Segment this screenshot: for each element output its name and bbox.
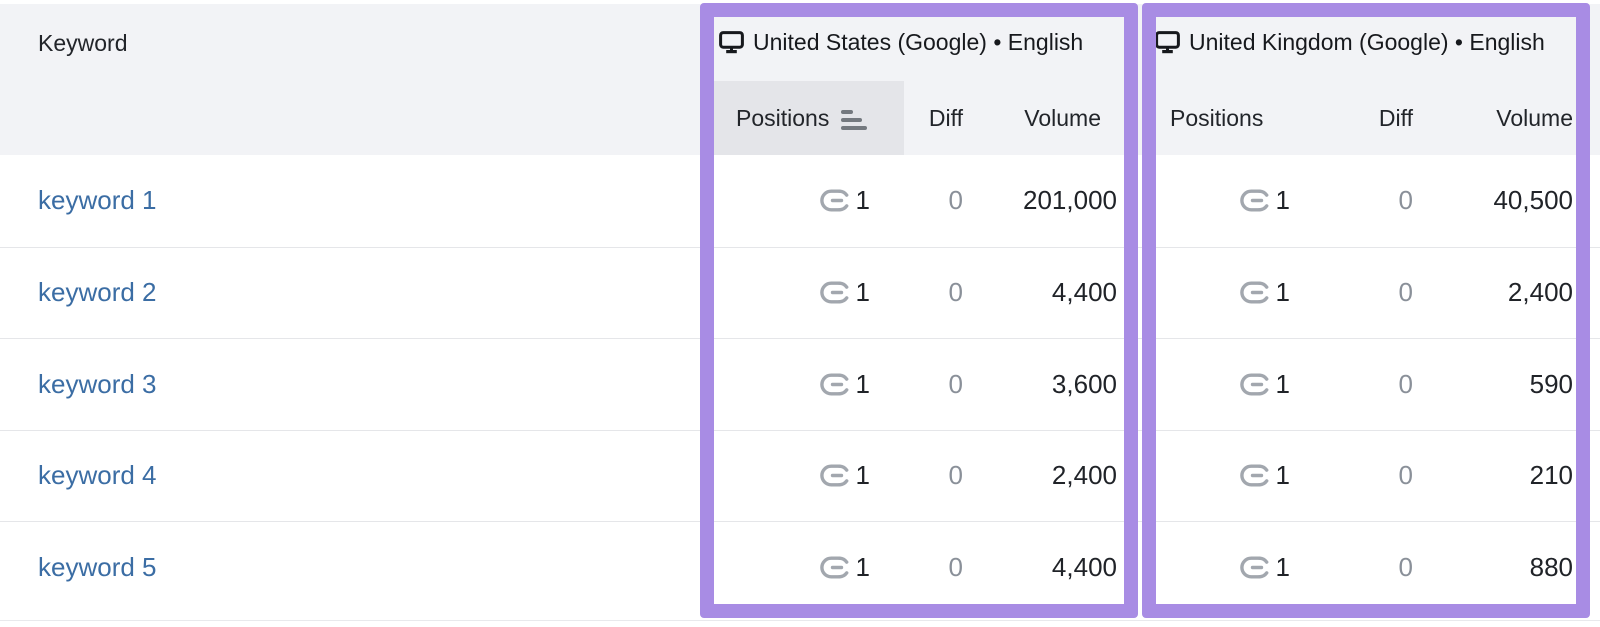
keyword-link[interactable]: keyword 5 xyxy=(38,551,157,582)
uk-positions-header[interactable]: Positions xyxy=(1170,104,1264,131)
uk-group-title: United Kingdom (Google) • English xyxy=(1189,29,1545,55)
us-diff-value: 0 xyxy=(948,277,963,308)
uk-volume-value: 210 xyxy=(1529,460,1573,491)
uk-diff-value: 0 xyxy=(1398,460,1413,491)
uk-diff-value: 0 xyxy=(1398,277,1413,308)
chain-link-icon xyxy=(819,281,851,304)
position-value: 1 xyxy=(855,460,870,491)
us-position-cell[interactable]: 1 xyxy=(819,277,870,308)
position-value: 1 xyxy=(855,368,870,399)
table-body: keyword 1 1 0 201,000 1 0 40,500 keyword… xyxy=(0,155,1600,613)
uk-position-cell[interactable]: 1 xyxy=(1239,460,1290,491)
us-volume-value: 4,400 xyxy=(1051,277,1117,308)
position-value: 1 xyxy=(1275,277,1290,308)
chain-link-icon xyxy=(819,189,851,212)
us-diff-value: 0 xyxy=(948,368,963,399)
uk-position-cell[interactable]: 1 xyxy=(1239,551,1290,583)
us-diff-value: 0 xyxy=(948,460,963,491)
us-position-cell[interactable]: 1 xyxy=(819,185,870,216)
position-value: 1 xyxy=(855,551,870,582)
sort-ascending-icon xyxy=(841,106,868,130)
chain-link-icon xyxy=(1239,373,1271,396)
us-position-cell[interactable]: 1 xyxy=(819,460,870,491)
keyword-column-header: Keyword xyxy=(38,30,128,56)
uk-volume-value: 2,400 xyxy=(1507,277,1573,308)
table-bottom-separator xyxy=(0,620,1600,621)
position-value: 1 xyxy=(1275,460,1290,491)
table-row: keyword 1 1 0 201,000 1 0 40,500 xyxy=(0,155,1600,247)
desktop-monitor-icon xyxy=(1155,31,1180,54)
us-diff-value: 0 xyxy=(948,551,963,582)
us-volume-header[interactable]: Volume xyxy=(1024,104,1101,131)
keyword-link[interactable]: keyword 1 xyxy=(38,185,157,216)
position-value: 1 xyxy=(1275,368,1290,399)
table-row: keyword 2 1 0 4,400 1 0 2,400 xyxy=(0,246,1600,339)
chain-link-icon xyxy=(819,556,851,579)
uk-position-cell[interactable]: 1 xyxy=(1239,277,1290,308)
chain-link-icon xyxy=(819,373,851,396)
us-diff-value: 0 xyxy=(948,185,963,216)
uk-diff-value: 0 xyxy=(1398,368,1413,399)
uk-volume-value: 40,500 xyxy=(1493,185,1573,216)
position-value: 1 xyxy=(1275,551,1290,582)
us-volume-value: 4,400 xyxy=(1051,551,1117,582)
uk-group-header: United Kingdom (Google) • English xyxy=(1155,4,1545,81)
chain-link-icon xyxy=(1239,189,1271,212)
table-row: keyword 3 1 0 3,600 1 0 590 xyxy=(0,338,1600,430)
us-volume-value: 3,600 xyxy=(1051,368,1117,399)
uk-diff-value: 0 xyxy=(1398,185,1413,216)
chain-link-icon xyxy=(1239,281,1271,304)
keyword-link[interactable]: keyword 2 xyxy=(38,277,157,308)
position-value: 1 xyxy=(1275,185,1290,216)
uk-volume-value: 590 xyxy=(1529,368,1573,399)
uk-volume-header[interactable]: Volume xyxy=(1496,104,1573,131)
keyword-link[interactable]: keyword 4 xyxy=(38,460,157,491)
chain-link-icon xyxy=(1239,464,1271,487)
position-value: 1 xyxy=(855,185,870,216)
us-diff-header[interactable]: Diff xyxy=(928,104,963,131)
uk-volume-value: 880 xyxy=(1529,551,1573,582)
us-group-title: United States (Google) • English xyxy=(753,29,1084,55)
us-positions-header[interactable]: Positions xyxy=(712,81,904,155)
uk-diff-header[interactable]: Diff xyxy=(1378,104,1413,131)
us-position-cell[interactable]: 1 xyxy=(819,551,870,583)
uk-position-cell[interactable]: 1 xyxy=(1239,368,1290,400)
table-row: keyword 4 1 0 2,400 1 0 210 xyxy=(0,429,1600,522)
table-header: Keyword United States (Google) • English… xyxy=(0,4,1600,155)
keyword-link[interactable]: keyword 3 xyxy=(38,368,157,399)
us-group-header: United States (Google) • English xyxy=(719,4,1083,81)
uk-position-cell[interactable]: 1 xyxy=(1239,185,1290,216)
desktop-monitor-icon xyxy=(719,31,744,54)
table-row: keyword 5 1 0 4,400 1 0 880 xyxy=(0,521,1600,613)
us-volume-value: 2,400 xyxy=(1051,460,1117,491)
position-value: 1 xyxy=(855,277,870,308)
chain-link-icon xyxy=(1239,556,1271,579)
uk-diff-value: 0 xyxy=(1398,551,1413,582)
us-volume-value: 201,000 xyxy=(1023,185,1117,216)
chain-link-icon xyxy=(819,464,851,487)
us-position-cell[interactable]: 1 xyxy=(819,368,870,400)
subheader-row: Positions Diff Volume Positions Diff Vol… xyxy=(0,81,1600,155)
us-positions-header-label: Positions xyxy=(736,104,830,131)
